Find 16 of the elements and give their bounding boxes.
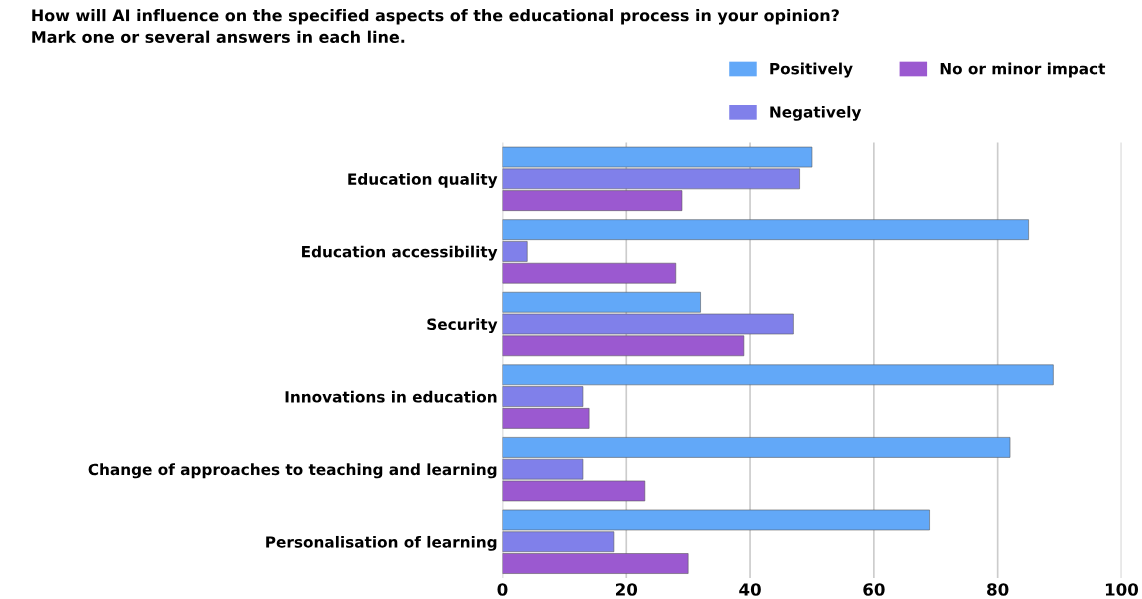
x-tick-label: 60 (863, 583, 885, 596)
x-tick-label: 80 (987, 583, 1009, 596)
x-tick-label: 100 (1105, 583, 1139, 596)
x-tick-label: 0 (497, 583, 508, 596)
chart-title: How will AI influence on the specified aspects of the educational process in your opinion? Mark one or several answers in each line. (32, 8, 839, 43)
x-tick-label: 40 (739, 583, 761, 596)
y-tick-label: Innovations in education (285, 390, 497, 403)
y-tick-label: Personalisation of learning (266, 535, 497, 551)
y-tick-label: Education quality (348, 173, 498, 188)
y-tick-label: Security (427, 318, 498, 334)
legend-label: Negatively (770, 105, 862, 121)
legend-label: Positively (770, 62, 853, 78)
legend-label: No or minor impact (940, 62, 1106, 78)
x-tick-label: 20 (615, 583, 638, 596)
y-tick-label: Change of approaches to teaching and learning (88, 463, 497, 479)
y-tick-label: Education accessibility (302, 245, 498, 261)
